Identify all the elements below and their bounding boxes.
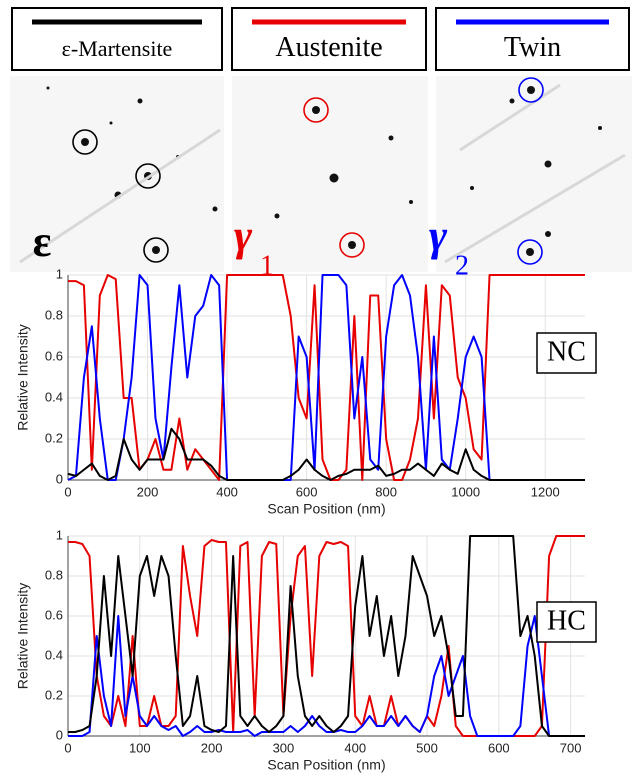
x-tick-label: 0 <box>64 484 71 499</box>
annotation: HC <box>547 605 586 636</box>
x-tick-label: 300 <box>273 740 295 755</box>
pattern-bg <box>436 76 632 272</box>
pattern-bg <box>232 76 428 272</box>
spot-marker <box>518 77 544 103</box>
series-line <box>67 274 585 481</box>
pattern-bg <box>10 76 224 272</box>
series-line <box>67 427 585 481</box>
x-tick-label: 500 <box>416 740 438 755</box>
spot-marker <box>72 129 98 155</box>
spot-marker <box>339 232 365 258</box>
phase-subscript: 1 <box>260 250 274 281</box>
x-tick-label: 400 <box>216 484 238 499</box>
phase-subscript: 2 <box>455 250 469 281</box>
series-line <box>68 535 585 737</box>
phase-box <box>11 7 223 71</box>
x-tick-label: 1200 <box>531 484 560 499</box>
annotation-box <box>536 601 597 643</box>
x-tick-label: 200 <box>137 484 159 499</box>
phase-name: Austenite <box>275 32 382 63</box>
diffraction-images <box>10 76 632 272</box>
x-tick-label: 0 <box>64 740 71 755</box>
spot-marker <box>517 239 543 265</box>
phase-name: ε-Martensite <box>62 36 173 61</box>
x-tick-label: 600 <box>488 740 510 755</box>
phase-box <box>435 7 630 71</box>
y-tick-label: 0.8 <box>45 567 63 582</box>
y-tick-label: 1 <box>56 266 63 281</box>
annotation-box <box>536 332 597 374</box>
spot-marker <box>303 97 329 123</box>
annotation: NC <box>547 336 586 367</box>
x-tick-label: 100 <box>129 740 151 755</box>
y-tick-label: 0.6 <box>45 607 63 622</box>
phase-symbol: γ <box>429 211 448 260</box>
y-axis-label: Relative Intensity <box>15 324 31 431</box>
series-line <box>68 274 585 481</box>
y-axis-label: Relative Intensity <box>15 583 31 690</box>
y-tick-label: 0.4 <box>45 389 63 404</box>
x-axis-label: Scan Position (nm) <box>267 501 385 517</box>
y-tick-label: 1 <box>56 527 63 542</box>
y-tick-label: 0.4 <box>45 647 63 662</box>
y-tick-label: 0.8 <box>45 307 63 322</box>
phase-name: Twin <box>504 32 561 63</box>
y-tick-label: 0 <box>56 727 63 742</box>
y-tick-label: 0.2 <box>45 687 63 702</box>
phase-symbol: γ <box>234 211 253 260</box>
spot-marker <box>143 237 169 263</box>
x-axis-label: Scan Position (nm) <box>267 757 385 773</box>
series-line <box>68 615 585 737</box>
x-tick-label: 400 <box>344 740 366 755</box>
x-tick-label: 200 <box>201 740 223 755</box>
phase-box <box>231 7 427 71</box>
x-tick-label: 700 <box>560 740 582 755</box>
x-tick-label: 1000 <box>451 484 480 499</box>
series-line <box>68 535 585 737</box>
y-tick-label: 0.2 <box>45 430 63 445</box>
charts: 00.20.40.60.810 200 400 600 800 1000 1200Scan … <box>15 266 597 773</box>
x-tick-label: 800 <box>375 484 397 499</box>
streaks <box>19 83 626 264</box>
line-chart: 0 0.2 0.4 0.6 0.8 1 0 200 400 600 800 1000 1200 Scan … <box>15 266 597 517</box>
y-tick-label: 0.6 <box>45 348 63 363</box>
phase-symbol: ε <box>33 217 52 266</box>
x-tick-label: 600 <box>296 484 318 499</box>
spot-marker <box>135 163 161 189</box>
y-tick-label: 0 <box>56 471 63 486</box>
line-chart: 0 0.2 0.4 0.6 0.8 1 0 100 200 300 400 500 600 700 Scan… <box>15 527 597 773</box>
